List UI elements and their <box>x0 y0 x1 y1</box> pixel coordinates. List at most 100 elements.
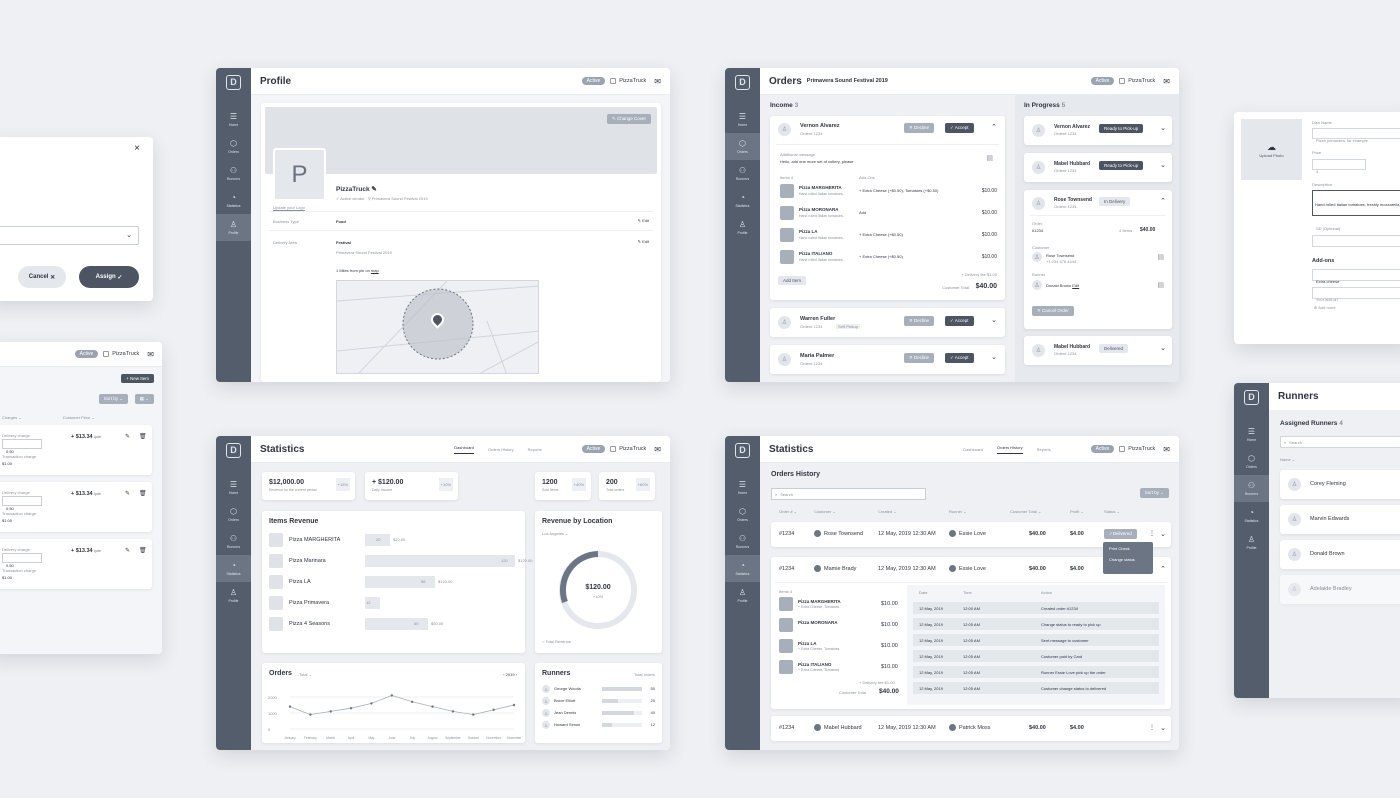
active-badge[interactable]: Active <box>581 445 606 453</box>
nav-item-statistics[interactable]: ◔ Statistics <box>216 555 251 582</box>
active-badge[interactable]: Active <box>581 77 606 85</box>
nav-item-home[interactable]: ☰ Home <box>725 106 760 133</box>
nav-item-orders[interactable]: ⬡ Orders <box>725 133 760 160</box>
chevron-icon[interactable]: ⌄ <box>1160 162 1166 169</box>
edit-icon[interactable]: ✎ <box>125 491 131 497</box>
column-header[interactable]: Order # ⌄ <box>779 509 798 514</box>
cancel-order-button[interactable]: ✕ Cancel Order <box>1032 306 1074 316</box>
data-point[interactable] <box>512 703 516 707</box>
menu-row[interactable]: Delivery charge 0.50 Transaction charge … <box>0 539 152 589</box>
add-item-button[interactable]: Add Item <box>778 276 807 285</box>
data-point[interactable] <box>410 700 414 703</box>
nav-item-home[interactable]: ☰ Home <box>216 106 251 133</box>
data-point[interactable] <box>431 705 434 708</box>
nav-item-profile[interactable]: ♙ Profile <box>1234 529 1269 556</box>
nav-item-home[interactable]: ☰ Home <box>1234 421 1269 448</box>
column-header[interactable]: Profit ⌄ <box>1070 509 1084 514</box>
close-icon[interactable]: × <box>134 143 140 154</box>
accept-button[interactable]: ✓ Accept <box>945 316 974 326</box>
nav-item-profile[interactable]: ♙ Profile <box>216 582 251 609</box>
mail-icon[interactable]: ✉ <box>654 76 661 86</box>
nav-item-orders[interactable]: ⬡ Orders <box>725 501 760 528</box>
runner-item[interactable]: ♙ Marvin Edwards <box>1280 505 1400 534</box>
nav-item-home[interactable]: ☰ Home <box>725 474 760 501</box>
runner-search-input[interactable]: ⌕ Search <box>1280 436 1400 448</box>
accept-button[interactable]: ✓ Accept <box>945 123 974 133</box>
status-button[interactable]: Ready to Pick-up <box>1099 124 1144 133</box>
chevron-icon[interactable]: ⌄ <box>991 354 997 361</box>
nav-item-statistics[interactable]: ◔ Statistics <box>725 555 760 582</box>
edit-icon[interactable]: ✎ <box>125 434 131 440</box>
delete-icon[interactable]: 🗑 <box>139 491 147 497</box>
tab-orders-history[interactable]: Orders History <box>996 445 1023 454</box>
chevron-icon[interactable]: ⌄ <box>1160 345 1166 352</box>
name-column[interactable]: Name ⌄ <box>1280 457 1296 462</box>
cancel-button[interactable]: Cancel ✕ <box>18 266 66 288</box>
print-check-item[interactable]: Print Check <box>1109 546 1130 551</box>
column-header[interactable]: Created ⌄ <box>878 509 897 514</box>
tab-dashboard[interactable]: Dashboard <box>963 446 983 452</box>
change-status-item[interactable]: Change status <box>1109 557 1135 562</box>
edit-icon[interactable]: ✎ <box>125 548 131 554</box>
progress-card-expanded[interactable]: ♙ Rose Townsend Order# 1234 In Delivery … <box>1024 190 1172 329</box>
col-price[interactable]: Customer Price <box>62 415 91 420</box>
data-point[interactable] <box>492 708 495 711</box>
data-point[interactable] <box>370 702 373 705</box>
chevron-icon[interactable]: ⌄ <box>1160 125 1166 132</box>
nav-item-profile[interactable]: ♙ Profile <box>725 582 760 609</box>
history-row[interactable]: #1234 Mabel Hubbard 12 May, 2019 12:30 A… <box>771 716 1171 741</box>
progress-card[interactable]: ♙ Vernon Alvarez Order# 1234 Ready to Pi… <box>1024 116 1172 145</box>
update-logo-link[interactable]: Update your Logo <box>273 205 305 210</box>
status-button[interactable]: Ready to Pick-up <box>1099 161 1144 170</box>
income-order-card[interactable]: ♙ Warren Fuller Order# 1234 ✕ Decline ✓ … <box>770 308 1005 337</box>
nav-item-statistics[interactable]: ◔ Statistics <box>1234 502 1269 529</box>
income-order-card[interactable]: ♙ Maria Palmer Order# 1234 ✕ Decline ✓ A… <box>770 345 1005 374</box>
data-point[interactable] <box>472 713 475 716</box>
location-select[interactable]: Los Angeles ⌄ <box>542 531 569 536</box>
mail-icon[interactable]: ✉ <box>654 444 661 454</box>
runner-select[interactable]: ⌄ <box>0 226 139 245</box>
dish-name-input[interactable]: Pizza primavera, for example <box>1312 128 1400 143</box>
runner-item[interactable]: ♙ Corey Fleming <box>1280 470 1400 499</box>
nav-item-home[interactable]: ☰ Home <box>216 474 251 501</box>
chevron-icon[interactable]: ⌄ <box>1160 725 1166 732</box>
data-point[interactable] <box>390 694 394 697</box>
message-icon[interactable]: ▤ <box>1157 282 1164 289</box>
decline-button[interactable]: ✕ Decline <box>904 123 935 133</box>
nav-item-runners[interactable]: ⚇ Runners <box>725 160 760 187</box>
item-addons[interactable]: Add <box>859 210 867 215</box>
status-button[interactable]: In Delivery <box>1099 197 1131 206</box>
income-order-card[interactable]: ♙ Vernon Alvarez Order# 1234 ✕ Decline ✓… <box>770 116 1005 300</box>
progress-card[interactable]: ♙ Mabel Hubbard Order# 1234 Ready to Pic… <box>1024 153 1172 182</box>
nav-item-profile[interactable]: ♙ Profile <box>725 214 760 241</box>
data-point[interactable] <box>288 705 292 708</box>
menu-row[interactable]: Delivery charge 0.50 Transaction charge … <box>0 482 152 532</box>
status-button[interactable]: Delivered <box>1099 344 1129 353</box>
nav-item-runners[interactable]: ⚇ Runners <box>725 528 760 555</box>
mail-icon[interactable]: ✉ <box>147 349 154 359</box>
nav-item-runners[interactable]: ⚇ Runners <box>216 528 251 555</box>
nav-item-orders[interactable]: ⬡ Orders <box>216 133 251 160</box>
message-icon[interactable]: ▤ <box>1157 254 1164 261</box>
delivery-charge-input[interactable]: 0.50 <box>2 496 42 511</box>
orders-filter-select[interactable]: Total ⌄ <box>299 672 312 677</box>
addon-input-2[interactable]: Your add-on <box>1312 287 1400 302</box>
delivery-charge-input[interactable]: 0.50 <box>2 553 42 568</box>
assign-button[interactable]: Assign ✓ <box>79 266 139 288</box>
column-header[interactable]: Customer ⌄ <box>814 509 836 514</box>
history-search-input[interactable]: ⌕ Search <box>771 488 926 500</box>
addon-input-1[interactable]: Extra cheese <box>1312 269 1400 284</box>
runner-item[interactable]: ♙ Donald Brown <box>1280 540 1400 569</box>
more-icon[interactable]: ⋮ <box>1149 531 1155 537</box>
more-icon[interactable]: ⋮ <box>1149 725 1155 731</box>
runner-edit-link[interactable]: Edit <box>1072 283 1080 288</box>
delete-icon[interactable]: 🗑 <box>139 434 147 440</box>
delivery-map[interactable] <box>336 280 539 374</box>
delete-icon[interactable]: 🗑 <box>139 548 147 554</box>
tab-dashboard[interactable]: Dashboard <box>454 445 474 454</box>
tab-orders-history[interactable]: Orders History <box>487 446 514 452</box>
message-icon[interactable]: ▤ <box>986 155 993 162</box>
data-point[interactable] <box>349 707 353 710</box>
change-cover-button[interactable]: ✎ Change Cover <box>606 114 651 124</box>
nav-item-runners[interactable]: ⚇ Runners <box>216 160 251 187</box>
